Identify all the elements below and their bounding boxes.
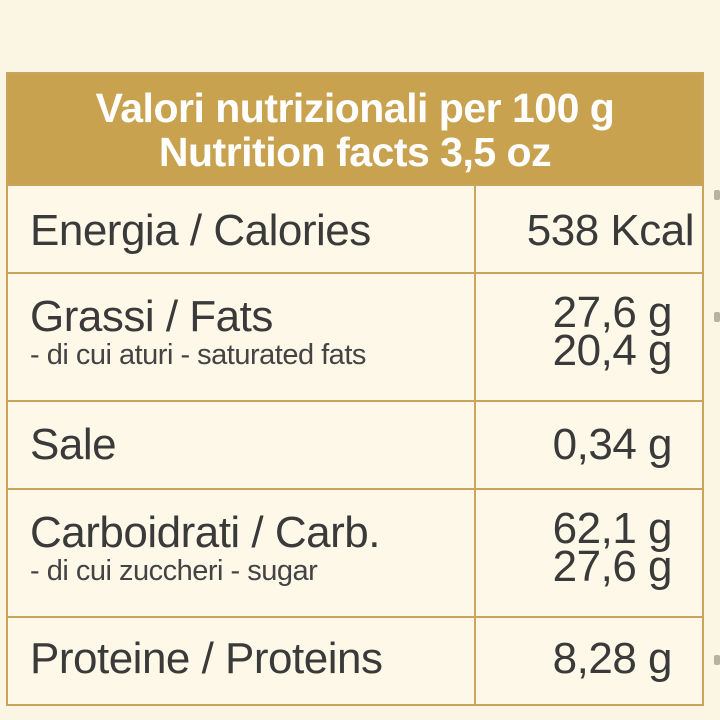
edge-mark bbox=[714, 655, 720, 665]
sugar-label: - di cui zuccheri - sugar bbox=[30, 555, 318, 587]
row-salt: Sale 0,34 g bbox=[8, 400, 702, 488]
row-carbohydrates: Carboidrati / Carb. - di cui zuccheri - … bbox=[8, 488, 702, 616]
fats-value: 27,6 g bbox=[552, 288, 673, 337]
protein-label: Proteine / Proteins bbox=[30, 634, 383, 683]
carbohydrates-label: Carboidrati / Carb. bbox=[30, 508, 380, 557]
saturated-fats-value: 20,4 g bbox=[552, 326, 673, 375]
saturated-fats-label: - di cui aturi - saturated fats bbox=[30, 339, 366, 371]
salt-value: 0,34 g bbox=[552, 420, 673, 469]
energy-value: 538 Kcal bbox=[526, 206, 695, 255]
protein-value: 8,28 g bbox=[552, 634, 673, 683]
fats-label: Grassi / Fats bbox=[30, 292, 273, 341]
header-title-italian: Valori nutrizionali per 100 g bbox=[95, 85, 615, 131]
row-protein: Proteine / Proteins 8,28 g bbox=[8, 616, 702, 704]
salt-label: Sale bbox=[30, 420, 117, 469]
carbohydrates-value: 62,1 g bbox=[552, 504, 673, 553]
nutrition-rows: Energia / Calories 538 Kcal Grassi / Fat… bbox=[8, 184, 702, 704]
edge-mark bbox=[714, 312, 720, 322]
row-fats: Grassi / Fats - di cui aturi - saturated… bbox=[8, 272, 702, 400]
sugar-value: 27,6 g bbox=[552, 542, 673, 591]
nutrition-header: Valori nutrizionali per 100 g Nutrition … bbox=[8, 74, 702, 184]
row-energy: Energia / Calories 538 Kcal bbox=[8, 184, 702, 272]
edge-mark bbox=[714, 190, 720, 200]
nutrition-facts-label: Valori nutrizionali per 100 g Nutrition … bbox=[6, 72, 704, 706]
energy-label: Energia / Calories bbox=[30, 206, 371, 255]
header-title-english: Nutrition facts 3,5 oz bbox=[158, 129, 552, 175]
